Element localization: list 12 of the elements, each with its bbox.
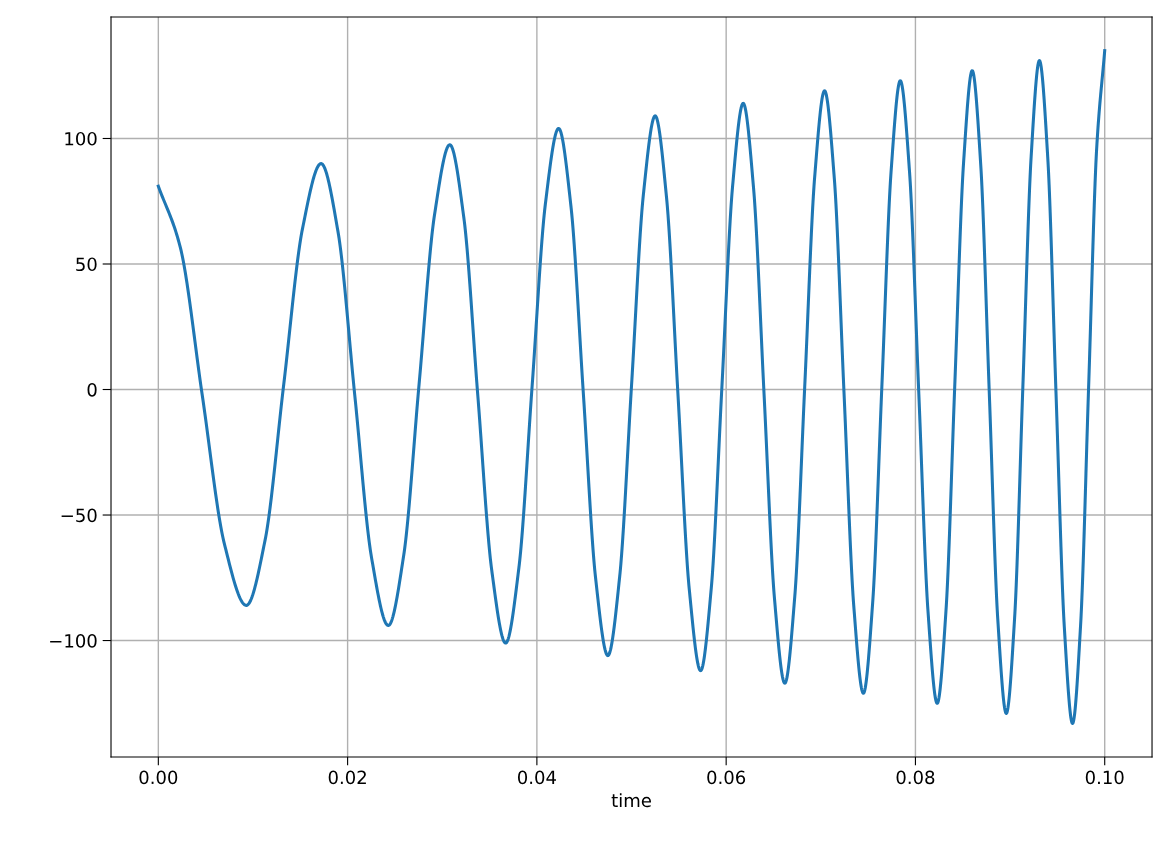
y-tick-label: −50 [61, 508, 97, 523]
x-tick-label: 0.08 [896, 770, 935, 785]
x-tick-label: 0.00 [139, 770, 178, 785]
y-tick-label: 0 [87, 382, 97, 397]
y-tick-label: −100 [50, 634, 97, 648]
y-tick-label: 100 [65, 131, 97, 146]
x-tick-label: 0.06 [707, 770, 746, 785]
x-tick-label: 0.04 [517, 770, 556, 785]
x-tick-label: 0.10 [1085, 770, 1124, 785]
x-tick-label: 0.02 [328, 770, 366, 785]
x-axis-title: time [611, 793, 651, 808]
y-tick-label: 50 [76, 257, 97, 272]
